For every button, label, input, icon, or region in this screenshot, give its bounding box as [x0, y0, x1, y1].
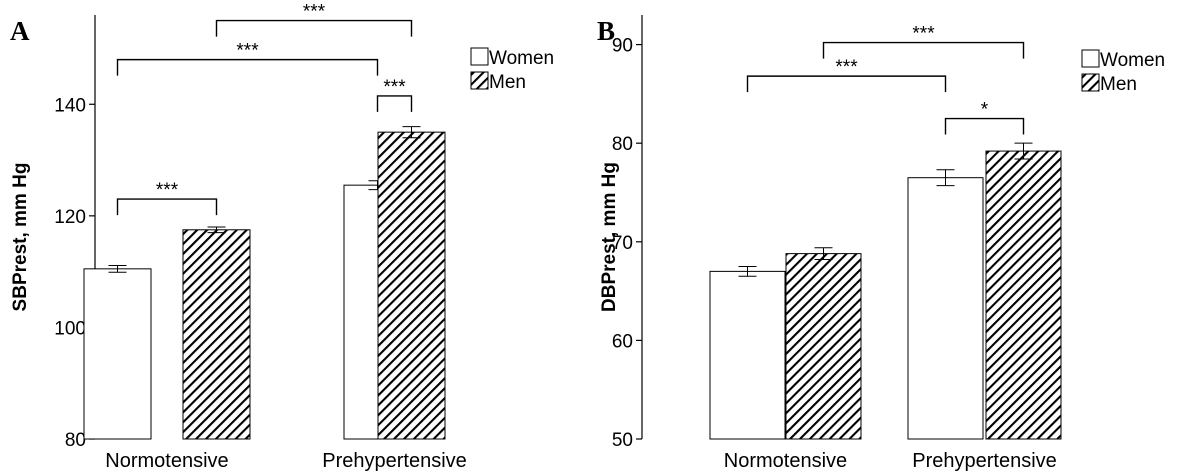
- significance-label: ***: [912, 24, 935, 45]
- significance-label: ***: [236, 41, 259, 62]
- x-tick-label: Prehypertensive: [912, 450, 1057, 472]
- x-tick-label: Normotensive: [105, 450, 228, 472]
- significance-label: ***: [303, 2, 326, 23]
- significance-label: ***: [383, 77, 406, 98]
- legend-swatch-men: [470, 71, 489, 90]
- y-axis-label: SBPrest, mm Hg: [10, 163, 31, 312]
- y-tick-label: 140: [54, 95, 86, 116]
- y-axis-label: DBPrest, mm Hg: [599, 162, 620, 312]
- y-tick-label: 60: [612, 331, 633, 352]
- bar-men-normotensive: [182, 229, 251, 440]
- significance-bracket: [944, 117, 1025, 135]
- significance-bracket: [376, 95, 413, 112]
- significance-label: ***: [835, 57, 858, 78]
- legend-swatch-women: [470, 47, 489, 66]
- x-tick-label: Normotensive: [724, 450, 847, 472]
- y-tick-label: 50: [612, 430, 633, 451]
- chart-panel-a: A 80 100 120 140 SBPrest, mm Hg Normotensive Pr…: [10, 2, 554, 472]
- legend-swatch-men: [1081, 73, 1100, 92]
- bar-men-prehypertensive: [985, 150, 1062, 440]
- significance-bracket: [116, 58, 379, 76]
- y-tick-label: 100: [54, 318, 86, 339]
- y-tick-label: 120: [54, 207, 86, 228]
- bar-women-normotensive: [83, 268, 152, 440]
- y-tick-label: 80: [65, 430, 86, 451]
- y-tick-label: 70: [612, 233, 633, 254]
- legend-swatch-women: [1081, 49, 1100, 68]
- legend-label-men: Men: [489, 72, 526, 93]
- significance-bracket: [746, 75, 947, 93]
- legend-label-women: Women: [1100, 50, 1165, 71]
- panel-letter: A: [10, 16, 30, 46]
- significance-bracket: [215, 19, 413, 37]
- legend-label-men: Men: [1100, 74, 1137, 95]
- significance-bracket: [822, 41, 1025, 59]
- bar-men-prehypertensive: [377, 131, 446, 440]
- bar-women-normotensive: [709, 270, 786, 440]
- significance-label: ***: [156, 180, 179, 201]
- bar-men-normotensive: [785, 253, 862, 440]
- y-tick-label: 90: [612, 36, 633, 57]
- bar-women-prehypertensive: [907, 177, 984, 440]
- panel-letter: B: [597, 16, 615, 46]
- significance-label: *: [981, 100, 989, 121]
- legend-label-women: Women: [489, 48, 554, 69]
- significance-bracket: [116, 198, 218, 216]
- x-tick-label: Prehypertensive: [322, 450, 467, 472]
- y-tick-label: 80: [612, 134, 633, 155]
- chart-panel-b: B 50 60 70 80 90 DBPrest, mm Hg Normotensive Pre…: [597, 15, 1165, 472]
